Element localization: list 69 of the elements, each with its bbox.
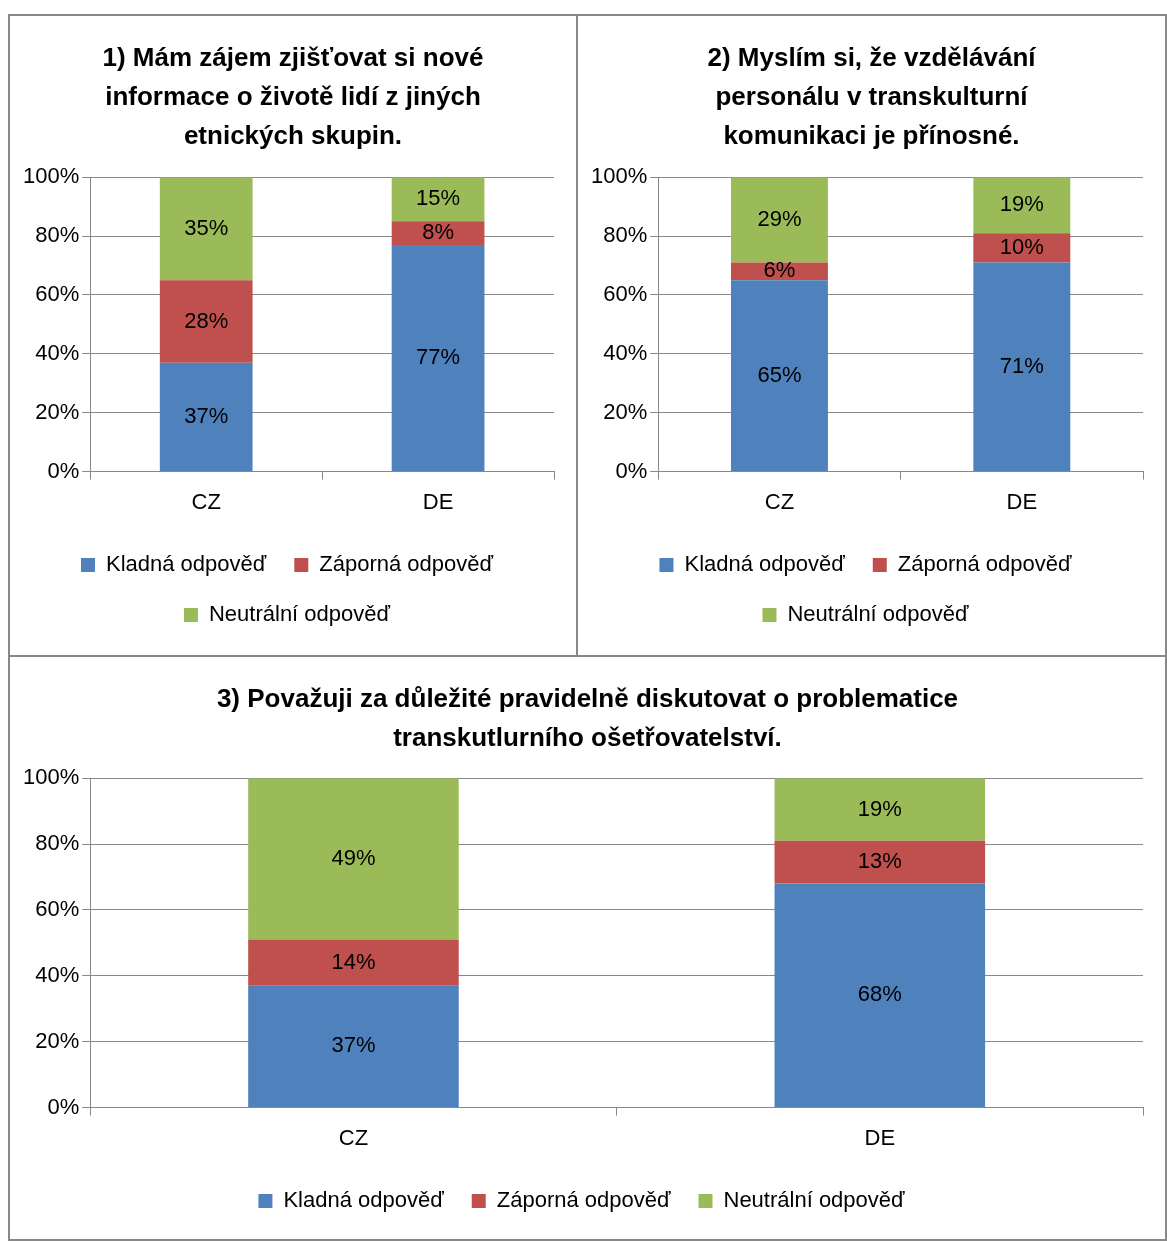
x-tick-label: CZ [338, 1124, 369, 1150]
y-tick-label: 0% [615, 457, 648, 483]
bar [774, 778, 986, 841]
data-label: 77% [416, 344, 461, 370]
legend-label: Kladná odpověď [684, 551, 846, 577]
data-label: 68% [857, 981, 902, 1007]
bar [159, 280, 253, 363]
y-tick-label: 60% [603, 281, 648, 307]
bar [774, 883, 986, 1108]
y-tick-label: 0% [47, 457, 80, 483]
x-tick-label: DE [422, 488, 454, 514]
bar [391, 244, 485, 472]
y-tick-label: 40% [35, 961, 80, 987]
data-label: 19% [857, 795, 902, 821]
y-tick-label: 20% [35, 398, 80, 424]
data-label: 15% [416, 185, 461, 211]
y-tick-label: 40% [603, 339, 648, 365]
legend-label: Kladná odpověď [283, 1187, 445, 1213]
data-label: 10% [999, 233, 1044, 259]
chart-title: 3) Považuji za důležité pravidelně diskutovat o problematice transkutlurního ošetřovatelství. [215, 682, 960, 754]
bar [159, 362, 253, 472]
bar [730, 280, 828, 472]
data-label: 13% [857, 848, 902, 874]
x-tick-label: CZ [191, 488, 221, 514]
x-tick-label: DE [864, 1124, 896, 1150]
y-tick-label: 80% [35, 830, 80, 856]
data-label: 37% [184, 402, 229, 428]
legend-label: Neutrální odpověď [208, 601, 391, 627]
legend-label: Záporná odpověď [897, 551, 1073, 577]
legend-label: Neutrální odpověď [787, 601, 970, 627]
y-tick-label: 80% [35, 222, 80, 248]
bar [973, 177, 1071, 234]
data-label: 6% [763, 257, 796, 283]
bar [248, 939, 459, 986]
x-tick-label: DE [1006, 488, 1038, 514]
data-label: 8% [422, 219, 454, 245]
data-label: 29% [757, 205, 802, 231]
data-label: 19% [999, 191, 1044, 217]
chart-title: 1) Mám zájem zjišťovat si nové informace o životě lidí z jiných etnických skupin. [101, 41, 485, 152]
y-tick-label: 60% [35, 281, 80, 307]
data-label: 28% [184, 307, 229, 333]
bar [730, 177, 828, 263]
bar [973, 233, 1071, 263]
data-label: 37% [331, 1032, 376, 1058]
bar [248, 778, 459, 940]
y-tick-label: 40% [35, 339, 80, 365]
y-tick-label: 80% [603, 222, 648, 248]
bar [774, 840, 986, 884]
legend-label: Neutrální odpověď [723, 1187, 906, 1213]
y-tick-label: 100% [590, 163, 648, 189]
legend-label: Kladná odpověď [105, 551, 267, 577]
chart-title: 2) Myslím si, že vzdělávání personálu v transkulturní komunikaci je přínosné. [706, 41, 1037, 152]
legend-label: Záporná odpověď [319, 551, 494, 577]
x-tick-label: CZ [764, 488, 795, 514]
data-label: 35% [184, 214, 229, 240]
y-tick-label: 100% [22, 163, 80, 189]
y-tick-label: 20% [35, 1027, 80, 1053]
bar [159, 177, 253, 281]
y-tick-label: 0% [47, 1093, 80, 1119]
y-tick-label: 20% [603, 398, 648, 424]
data-label: 65% [757, 361, 802, 387]
y-tick-label: 100% [22, 764, 80, 790]
legend-label: Záporná odpověď [496, 1187, 671, 1213]
bar [248, 985, 459, 1108]
bar [973, 262, 1071, 472]
data-label: 71% [999, 352, 1044, 378]
data-label: 14% [331, 948, 376, 974]
data-label: 49% [331, 844, 376, 870]
y-tick-label: 60% [35, 896, 80, 922]
